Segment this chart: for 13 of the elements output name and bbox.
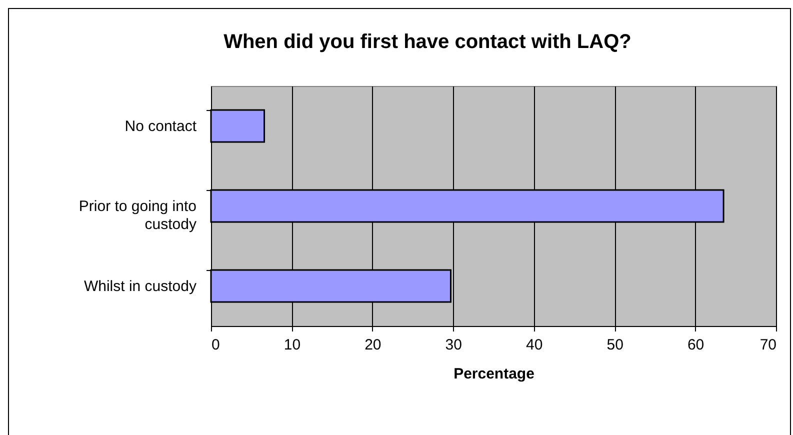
x-tick-label: 20 — [364, 336, 382, 354]
x-tick-label: 70 — [760, 336, 776, 354]
y-tick-label: Prior to going into custody — [78, 198, 197, 233]
y-tick-label: No contact — [124, 118, 198, 135]
x-tick-label: 50 — [606, 336, 624, 354]
x-axis-title: Percentage — [454, 366, 534, 382]
y-tick-label: Whilst in custody — [84, 278, 197, 295]
chart-title: When did you first have contact with LAQ? — [224, 31, 632, 53]
x-tick-label: 10 — [284, 336, 301, 354]
x-tick-label: 60 — [687, 336, 704, 354]
x-tick-label: 30 — [445, 336, 462, 354]
x-tick-label: 40 — [526, 336, 543, 354]
x-tick-label: 0 — [212, 336, 220, 354]
